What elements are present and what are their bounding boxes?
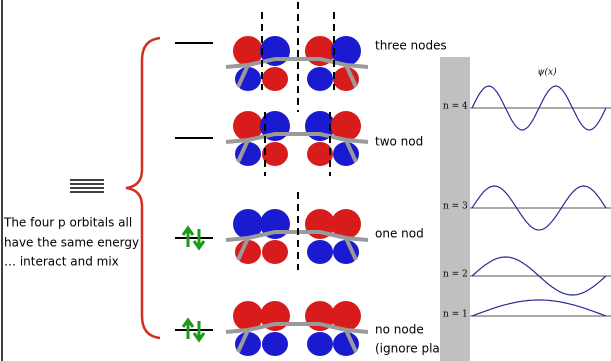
degenerate-levels [70, 180, 104, 192]
orbital-label: one nod [375, 227, 424, 241]
level-label: n = 4 [443, 102, 468, 112]
orbital: one nod [226, 209, 424, 264]
orbital: three nodes [226, 36, 447, 91]
description-line: The four p orbitals all [3, 216, 132, 230]
lobe [307, 332, 333, 356]
lobe [307, 67, 333, 91]
level-label: n = 1 [443, 310, 468, 320]
level-label: n = 2 [443, 270, 468, 280]
orbital-label: two nod [375, 135, 423, 149]
brace [126, 38, 160, 338]
wavefunction [472, 300, 606, 316]
lobe [262, 67, 288, 91]
orbital-label: no node [375, 323, 424, 337]
lobe [307, 240, 333, 264]
description-line: … interact and mix [4, 255, 119, 269]
energy-levels [175, 43, 213, 340]
orbital: no node(ignore plane) [226, 301, 459, 356]
description-line: have the same energy [4, 236, 139, 250]
lobe [262, 332, 288, 356]
box-title: ψ(x) [537, 67, 557, 78]
level-label: n = 3 [443, 202, 468, 212]
orbital: two nod [226, 111, 423, 166]
orbital-label: three nodes [375, 39, 447, 53]
diagram: The four p orbitals all have the same en… [0, 0, 611, 361]
lobe [262, 240, 288, 264]
